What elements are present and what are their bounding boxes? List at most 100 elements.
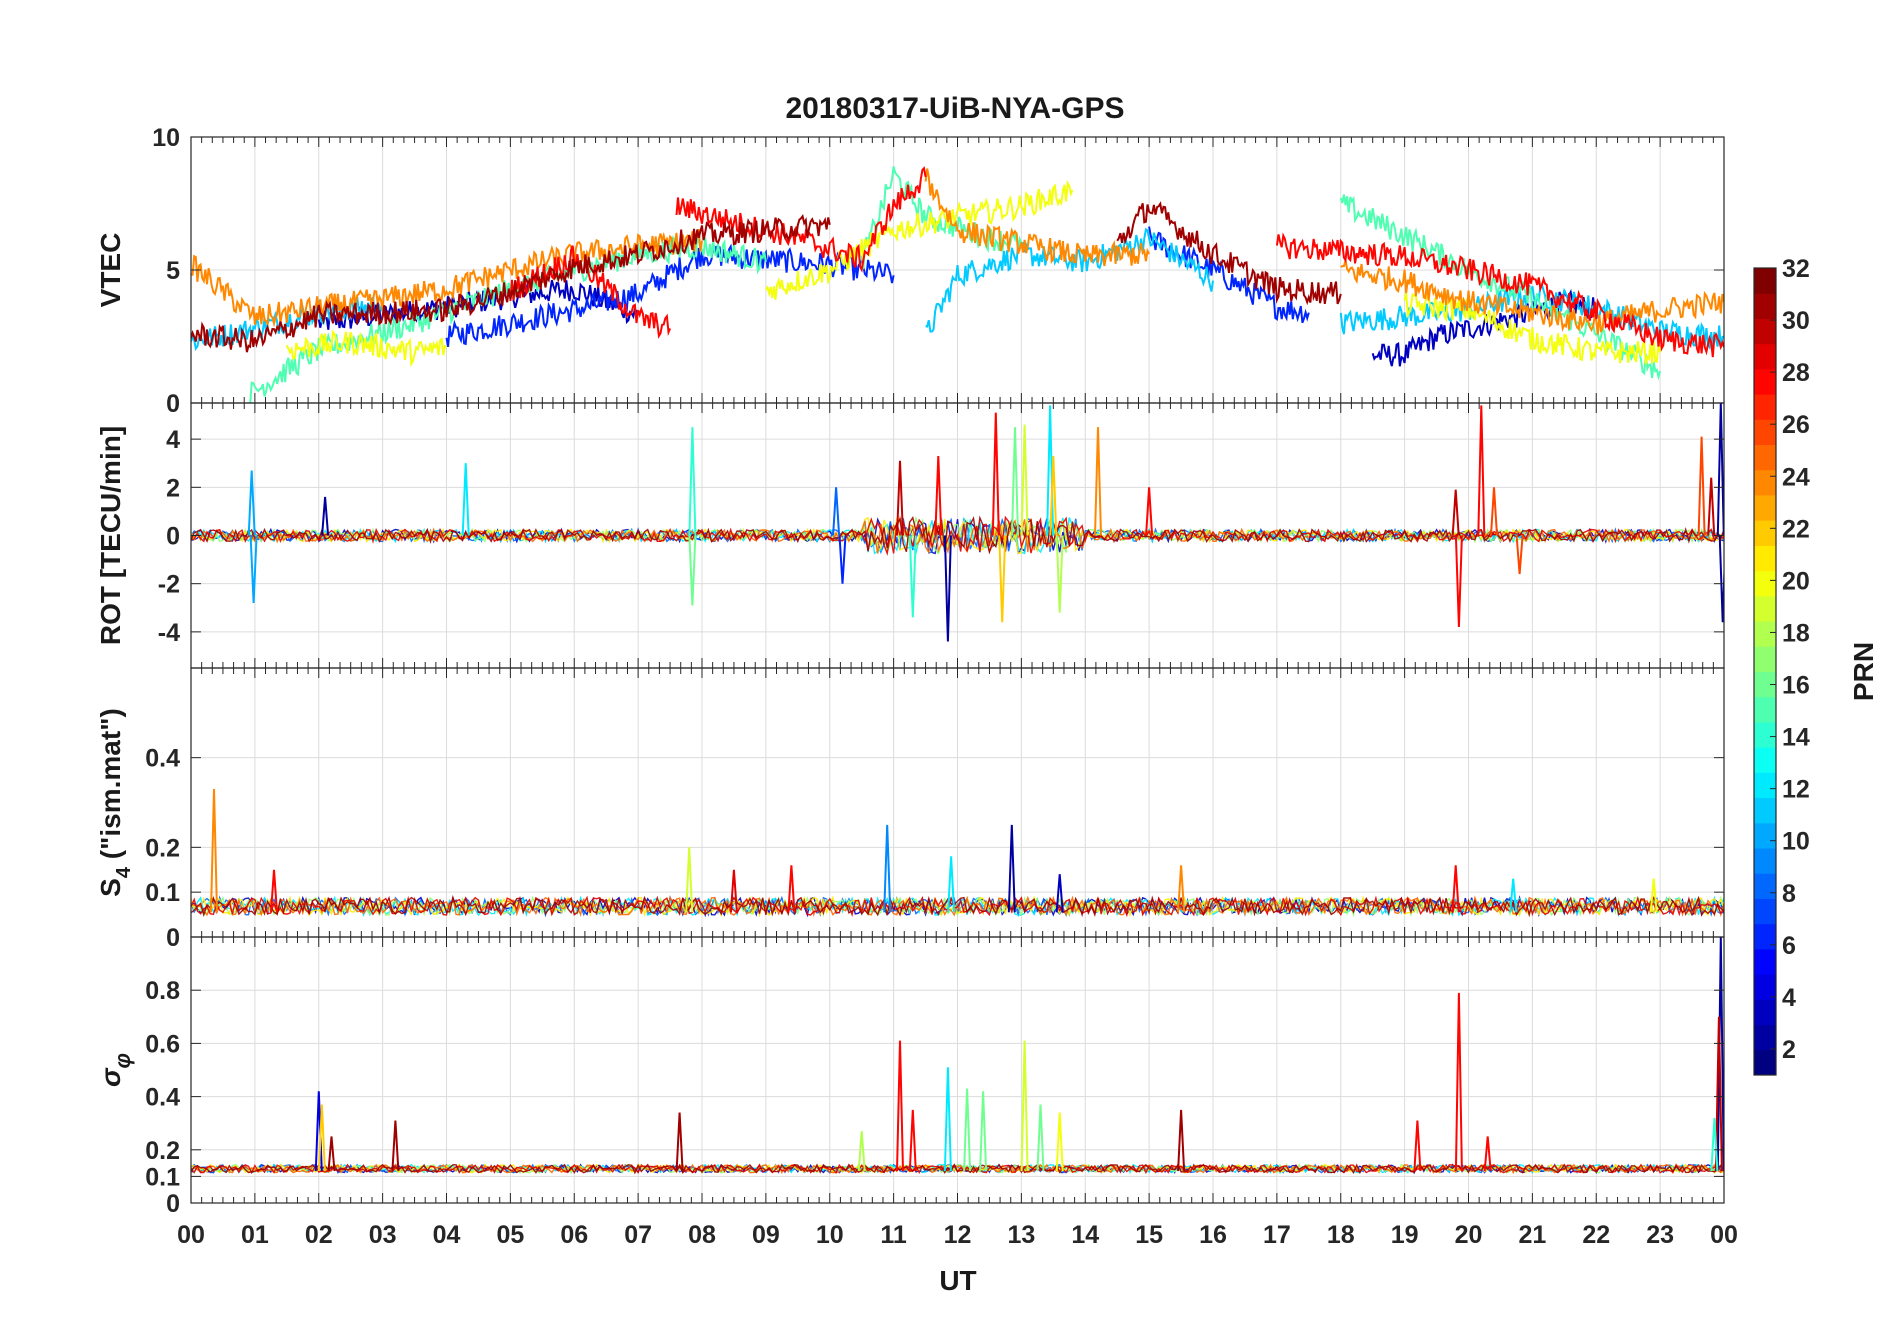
sigma_phi-spike-prn-28 <box>1454 992 1463 1172</box>
x-tick-label: 13 <box>1007 1221 1035 1249</box>
y-axis-label-vtec: VTEC <box>95 233 126 308</box>
x-axis-label: UT <box>939 1265 976 1296</box>
sigma_phi-spike-prn-31 <box>327 1136 336 1172</box>
colorbar-cell <box>1754 419 1776 446</box>
colorbar-cell <box>1754 721 1776 748</box>
rot-spike-prn-28 <box>1477 405 1486 536</box>
colorbar-cell <box>1754 999 1776 1026</box>
y-tick-label: 0 <box>166 1190 180 1218</box>
y-tick-label: 0.2 <box>145 834 180 862</box>
colorbar-cell <box>1754 646 1776 672</box>
colorbar-cell <box>1754 848 1776 874</box>
x-tick-label: 12 <box>944 1221 972 1249</box>
sigma_phi-spike-prn-28 <box>908 1109 917 1172</box>
rot-spike-prn-6 <box>838 535 847 584</box>
s4-spike-prn-28 <box>1451 865 1460 913</box>
grid-sigma_phi <box>190 937 1725 1204</box>
s4-trace-prn-25 <box>191 895 1724 918</box>
x-tick-label: 04 <box>433 1221 461 1249</box>
panel-sigma_phi: 00.10.2 0.4 0.6 0.8 σφ <box>95 936 1725 1218</box>
s4-trace-prn-31 <box>191 894 1724 918</box>
x-tick-label: 20 <box>1455 1221 1483 1249</box>
rot-spike-prn-16 <box>688 535 697 606</box>
colorbar-tick-label: 16 <box>1782 672 1810 700</box>
x-tick-label: 11 <box>880 1221 907 1249</box>
s4-spike-prn-28 <box>787 865 796 913</box>
panel-rot: -4 -2 0 2 4 ROT [TECU/min] <box>95 402 1725 669</box>
colorbar-cell <box>1754 1049 1776 1076</box>
x-tick-label: 19 <box>1391 1221 1419 1249</box>
x-tick-label: 00 <box>177 1221 205 1249</box>
y-tick-label: 4 <box>166 426 180 454</box>
vtec-line-prn-15 <box>247 235 767 403</box>
s4-spike-prn-3 <box>1055 874 1064 913</box>
rot-spike-prn-26 <box>1490 487 1498 536</box>
rot-spike-prn-22 <box>998 535 1007 623</box>
colorbar-tick-label: 24 <box>1782 463 1810 491</box>
colorbar-tick-label: 32 <box>1782 255 1810 283</box>
y-tick-label: 0.4 <box>145 745 180 773</box>
x-ticks-rot <box>190 403 1725 668</box>
colorbar-tick-label: 10 <box>1782 828 1810 856</box>
x-tick-labels: 00 01 02 03 04 05 06 07 08 09 10 11 12 13 14 15 16 17 18 19… <box>177 1221 1738 1249</box>
colorbar-cell <box>1754 394 1776 420</box>
rot-spike-prn-24 <box>1094 427 1102 536</box>
sigma_phi-spike-prn-31 <box>391 1120 400 1172</box>
rot-spike-prn-28 <box>991 412 1000 536</box>
y-tick-label: -4 <box>158 619 180 647</box>
colorbar-label: PRN <box>1848 642 1879 701</box>
rot-spike-prn-2 <box>321 496 330 536</box>
y-tick-label: 0.2 <box>145 1137 180 1165</box>
colorbar-cell <box>1754 873 1776 899</box>
rot-spike-prn-30 <box>1451 489 1460 536</box>
sigma_phi-spike-prn-2 <box>1716 937 1724 1172</box>
colorbar-cell <box>1754 469 1776 496</box>
x-tick-label: 17 <box>1263 1221 1291 1249</box>
rot-spike-prn-2 <box>1716 403 1724 536</box>
vtec-line-prn-11 <box>1339 283 1724 351</box>
y-tick-label: 0.6 <box>145 1030 180 1058</box>
panel-vtec: 0 5 10 VTEC <box>95 124 1725 418</box>
y-tick-label: -2 <box>158 571 180 599</box>
colorbar-cell <box>1754 494 1776 521</box>
vtec-line-prn-6 <box>445 243 895 347</box>
vtec-line-prn-20 <box>765 179 1074 300</box>
x-ticks-sigma_phi <box>190 937 1725 1203</box>
rot-trace-prn-29 <box>191 515 1724 557</box>
colorbar-tick-label: 2 <box>1782 1036 1796 1064</box>
vtec-line-prn-31 <box>1116 201 1342 306</box>
data-rot <box>191 403 1724 642</box>
data-sigma_phi <box>191 937 1724 1175</box>
colorbar-cell <box>1754 1024 1776 1051</box>
rot-spike-prn-2 <box>943 535 952 642</box>
colorbar-cell <box>1754 671 1776 698</box>
colorbar-cell <box>1754 293 1776 319</box>
s4-spike-prn-2 <box>1007 824 1016 913</box>
sigma_phi-spike-prn-16 <box>1036 1104 1045 1172</box>
s4-spike-prn-24 <box>1177 865 1186 913</box>
rot-spike-prn-30 <box>1707 477 1716 536</box>
x-tick-label: 06 <box>560 1221 588 1249</box>
x-tick-label: 01 <box>241 1221 269 1249</box>
x-tick-label: 10 <box>816 1221 844 1249</box>
colorbar-cell <box>1754 268 1776 294</box>
x-tick-label: 18 <box>1327 1221 1355 1249</box>
colorbar-frame <box>1753 267 1777 1076</box>
s4-trace-prn-21 <box>191 894 1724 918</box>
s4-spike-prn-9 <box>883 824 892 913</box>
colorbar-tick-label: 12 <box>1782 776 1810 804</box>
s4-spike-prn-29 <box>729 869 738 913</box>
sigma_phi-spike-prn-22 <box>317 1104 326 1172</box>
rot-spike-prn-10 <box>249 535 258 604</box>
rot-spike-prn-12 <box>461 463 470 536</box>
vtec-line-prn-24 <box>1340 260 1724 335</box>
colorbar-tick-label: 30 <box>1782 307 1810 335</box>
grid-s4 <box>190 668 1725 938</box>
colorbar-tick-label: 4 <box>1782 984 1796 1012</box>
colorbar-tick-label: 8 <box>1782 880 1796 908</box>
sigma_phi-spike-prn-28 <box>1413 1120 1422 1172</box>
y-tick-label: 5 <box>166 257 180 285</box>
rot-spike-prn-14 <box>908 535 917 618</box>
sigma_phi-spike-prn-16 <box>979 1091 988 1172</box>
